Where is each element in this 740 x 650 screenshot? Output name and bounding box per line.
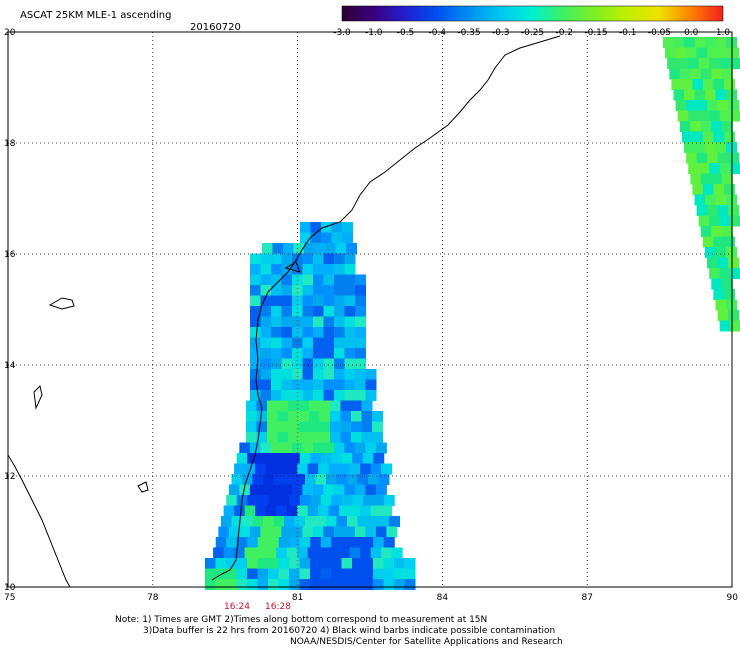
y-tick-label: 20: [4, 28, 16, 38]
x-axis-labels: 75 78 81 84 87 90: [4, 593, 738, 603]
lat-lon-grid: [8, 32, 732, 587]
note-line-1: Note: 1) Times are GMT 2)Times along bot…: [115, 615, 488, 625]
colorbar-gradient: [341, 5, 724, 22]
wind-swaths: [205, 37, 740, 590]
note-line-2: 3)Data buffer is 22 hrs from 20160720 4)…: [143, 626, 556, 636]
colorbar-label: -0.3: [492, 28, 510, 38]
pass-time-labels: 16:24 16:28: [224, 602, 291, 612]
y-axis-labels: 10 12 14 16 18 20: [4, 28, 16, 593]
pass-time: 16:24: [224, 602, 250, 612]
colorbar-label: -0.15: [584, 28, 607, 38]
y-tick-label: 14: [4, 361, 16, 371]
coastline: [7, 35, 561, 588]
colorbar-label: -1.0: [365, 28, 383, 38]
map-frame: [7, 31, 733, 588]
x-tick-label: 81: [292, 593, 303, 603]
colorbar-label: 0.0: [684, 28, 699, 38]
colorbar: -3.0 -1.0 -0.5 -0.4 -0.35 -0.3 -0.25 -0.2 -0.15 -…: [333, 5, 731, 38]
x-tick-label: 84: [437, 593, 449, 603]
y-tick-label: 10: [4, 583, 16, 593]
x-tick-label: 75: [4, 593, 15, 603]
colorbar-label: -3.0: [333, 28, 351, 38]
colorbar-label: -0.1: [619, 28, 637, 38]
x-tick-label: 78: [147, 593, 159, 603]
map-title: ASCAT 25KM MLE-1 ascending: [20, 10, 172, 21]
colorbar-label: -0.35: [457, 28, 480, 38]
colorbar-label: -0.05: [648, 28, 671, 38]
colorbar-label: -0.2: [555, 28, 573, 38]
x-tick-label: 90: [727, 593, 739, 603]
colorbar-label: -0.5: [397, 28, 415, 38]
colorbar-label: 1.0: [716, 28, 731, 38]
colorbar-label: -0.4: [428, 28, 446, 38]
colorbar-label: -0.25: [521, 28, 544, 38]
note-line-3: NOAA/NESDIS/Center for Satellite Applica…: [290, 637, 563, 647]
y-tick-label: 12: [4, 472, 15, 482]
x-tick-label: 87: [581, 593, 592, 603]
y-tick-label: 16: [4, 250, 16, 260]
y-tick-label: 18: [4, 139, 16, 149]
map-date: 20160720: [190, 22, 241, 33]
pass-time: 16:28: [265, 602, 291, 612]
